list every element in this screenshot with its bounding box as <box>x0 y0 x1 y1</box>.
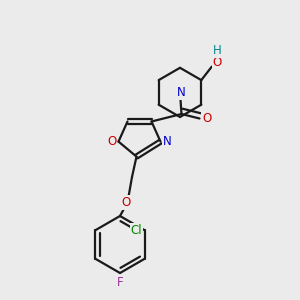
Text: O: O <box>122 196 130 209</box>
Text: N: N <box>163 135 172 148</box>
Text: O: O <box>213 56 222 70</box>
Text: Cl: Cl <box>130 224 142 237</box>
Text: N: N <box>177 86 186 99</box>
Text: H: H <box>213 44 222 57</box>
Text: F: F <box>117 276 123 289</box>
Text: O: O <box>107 135 116 148</box>
Text: O: O <box>202 112 211 125</box>
